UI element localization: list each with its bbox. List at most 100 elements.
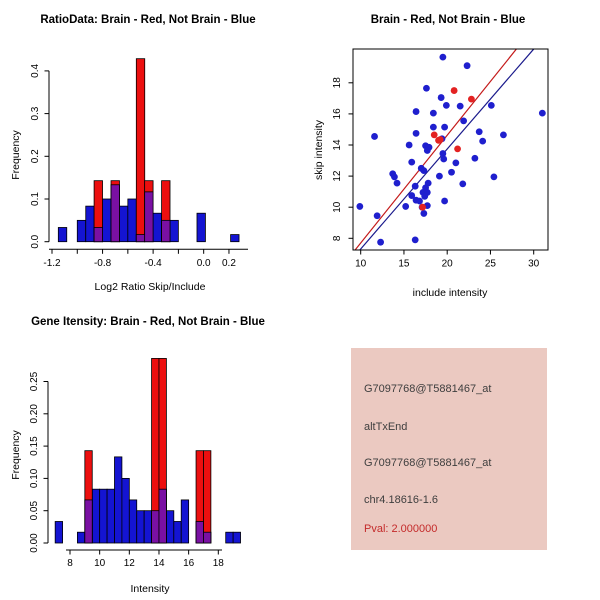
gene-info-panel: G7097768@T5881467_at altTxEnd G7097768@T… — [300, 300, 600, 600]
bar-overlap-purple — [135, 234, 146, 243]
data-point — [423, 147, 431, 154]
bar-overlap-purple — [151, 510, 160, 544]
intensity-scatter-title: Brain - Red, Not Brain - Blue — [370, 14, 526, 26]
bar-blue — [54, 521, 63, 544]
x-tick-label: 25 — [485, 259, 497, 270]
data-point — [373, 212, 381, 220]
data-point — [393, 179, 401, 187]
data-point — [490, 173, 498, 181]
y-tick-label: 16 — [332, 108, 343, 120]
data-point — [456, 102, 464, 110]
data-point — [420, 167, 428, 175]
data-point — [487, 101, 495, 109]
bar-overlap-purple — [158, 488, 167, 544]
y-tick-label: 0.0 — [30, 234, 41, 248]
y-tick-label: 0.25 — [29, 371, 40, 391]
bar-blue — [180, 499, 190, 544]
gene-intensity-histogram-panel: 8 10 12 14 16 18 0.00 0.05 0.10 0.15 0.20 0.25 Gene… — [0, 300, 300, 600]
data-point — [475, 128, 483, 136]
data-point — [412, 129, 420, 137]
bar-blue — [76, 219, 87, 243]
y-tick-label: 0.3 — [30, 106, 41, 120]
data-point — [460, 117, 468, 125]
data-point — [408, 158, 416, 166]
data-point — [377, 238, 384, 246]
intensity-scatter-plot: 10 15 20 25 30 8 10 12 14 16 18 — [332, 48, 549, 270]
ratio-histogram-x-axis-label: Log2 Ratio Skip/Include — [94, 281, 206, 293]
data-point — [429, 109, 437, 117]
bar-blue — [118, 205, 129, 243]
x-tick-label: 15 — [398, 259, 410, 270]
data-point — [408, 192, 416, 199]
x-tick-label: 14 — [153, 558, 165, 569]
x-tick-label: 10 — [355, 259, 367, 270]
bar-blue — [143, 510, 152, 544]
bar-blue — [114, 456, 123, 544]
y-tick-label: 0.1 — [30, 192, 41, 206]
pval-text: Pval: 2.000000 — [364, 523, 438, 535]
data-point — [439, 53, 447, 61]
bar-blue — [99, 488, 108, 544]
bar-overlap-purple — [93, 227, 103, 243]
y-tick-label: 10 — [332, 201, 343, 213]
x-tick-label: -0.8 — [94, 258, 112, 269]
bar-blue — [165, 510, 175, 544]
data-point — [429, 123, 437, 131]
y-tick-label: 0.4 — [30, 64, 41, 78]
bar-blue — [169, 219, 179, 243]
data-point — [436, 172, 443, 180]
bar-overlap-purple — [203, 531, 212, 544]
x-axis — [360, 250, 535, 255]
data-point — [463, 62, 471, 70]
gene-intensity-histogram-plot: 8 10 12 14 16 18 0.00 0.05 0.10 0.15 0.20 0.25 — [29, 358, 241, 569]
data-point — [441, 123, 449, 131]
histogram-bars — [54, 358, 241, 544]
y-tick-label: 0.2 — [30, 149, 41, 163]
data-point — [412, 108, 420, 115]
data-point — [450, 87, 458, 94]
data-point — [442, 101, 450, 109]
intensity_scatter-content: 10 15 20 25 30 8 10 12 14 16 18 — [332, 48, 549, 270]
histogram-bars — [57, 58, 240, 243]
bar-overlap-purple — [195, 521, 204, 544]
bar-overlap-purple — [161, 219, 171, 243]
ratio-histogram-title: RatioData: Brain - Red, Not Brain - Blue — [40, 14, 256, 26]
x-tick-label: -0.4 — [145, 258, 163, 269]
x-tick-label: 0.2 — [222, 258, 236, 269]
bar-blue — [230, 234, 240, 243]
ratio_histogram-content: -1.2 -0.8 -0.4 0.0 0.2 0.0 0.1 0.2 0.3 0.4 — [30, 58, 248, 269]
bar-blue — [127, 198, 137, 243]
bar-blue — [152, 212, 162, 243]
x-axis — [66, 549, 222, 555]
gene-intensity-histogram-title: Gene Itensity: Brain - Red, Not Brain - … — [31, 316, 265, 328]
data-point — [440, 155, 448, 163]
y-axis — [44, 70, 50, 243]
x-tick-label: 18 — [213, 558, 225, 569]
bar-blue — [225, 531, 234, 544]
bar-overlap-purple — [144, 191, 154, 243]
data-point — [423, 84, 430, 92]
chromosome-location-text: chr4.18616-1.6 — [364, 494, 438, 506]
y-tick-label: 8 — [332, 235, 343, 241]
brain-fit-line — [354, 48, 517, 251]
gene-intensity-histogram-x-axis-label: Intensity — [130, 583, 170, 595]
bar-blue — [128, 499, 138, 544]
data-point — [391, 173, 398, 181]
x-tick-label: -1.2 — [43, 258, 61, 269]
bar-blue — [173, 521, 182, 544]
bar-blue — [91, 488, 101, 544]
gene_intensity_histogram-content: 8 10 12 14 16 18 0.00 0.05 0.10 0.15 0.20 0.25 — [29, 358, 241, 569]
ratio-histogram-panel: -1.2 -0.8 -0.4 0.0 0.2 0.0 0.1 0.2 0.3 0.4 RatioD… — [0, 0, 300, 300]
data-point — [356, 203, 364, 210]
y-tick-label: 0.20 — [29, 404, 40, 424]
data-point — [479, 137, 487, 145]
data-point — [416, 197, 423, 205]
data-point — [411, 236, 419, 244]
data-point — [454, 145, 461, 153]
ratio-histogram-plot: -1.2 -0.8 -0.4 0.0 0.2 0.0 0.1 0.2 0.3 0.4 — [30, 58, 248, 269]
data-point — [405, 141, 413, 149]
y-tick-label: 12 — [332, 170, 343, 182]
gene-intensity-histogram-y-axis-label: Frequency — [10, 430, 22, 480]
bar-overlap-purple — [110, 184, 120, 243]
data-point — [441, 197, 449, 205]
